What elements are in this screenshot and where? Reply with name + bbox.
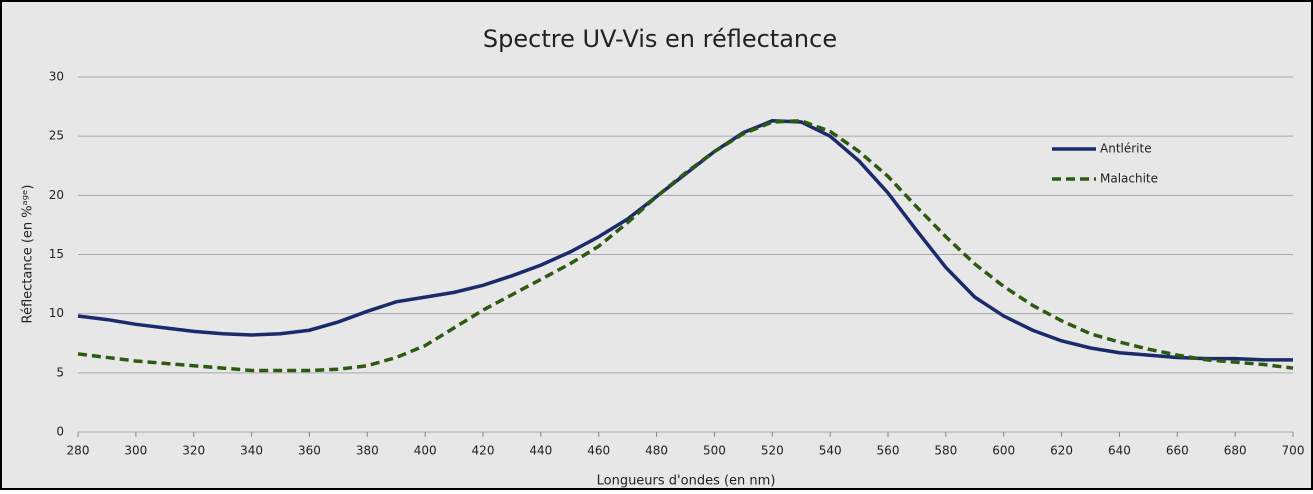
x-tick-label: 580 bbox=[934, 444, 957, 458]
y-tick-label: 25 bbox=[49, 129, 64, 143]
y-tick-label: 30 bbox=[49, 70, 64, 84]
x-tick-label: 560 bbox=[877, 444, 900, 458]
legend-label: Malachite bbox=[1100, 172, 1158, 186]
x-tick-label: 440 bbox=[529, 444, 552, 458]
x-tick-label: 420 bbox=[472, 444, 495, 458]
y-tick-label: 20 bbox=[49, 188, 64, 202]
x-tick-label: 660 bbox=[1166, 444, 1189, 458]
x-tick-label: 360 bbox=[298, 444, 321, 458]
y-tick-label: 5 bbox=[56, 365, 64, 379]
x-tick-label: 480 bbox=[645, 444, 668, 458]
x-axis-label: Longueurs d'ondes (en nm) bbox=[597, 474, 776, 489]
x-tick-label: 620 bbox=[1050, 444, 1073, 458]
legend-label: Antlérite bbox=[1100, 142, 1152, 156]
y-tick-label: 0 bbox=[56, 425, 64, 439]
x-tick-label: 680 bbox=[1224, 444, 1247, 458]
x-tick-label: 300 bbox=[124, 444, 147, 458]
x-tick-label: 520 bbox=[761, 444, 784, 458]
x-tick-label: 280 bbox=[67, 444, 90, 458]
x-tick-label: 340 bbox=[240, 444, 263, 458]
x-tick-label: 460 bbox=[587, 444, 610, 458]
chart-title: Spectre UV-Vis en réflectance bbox=[483, 25, 837, 53]
y-axis-label: Réflectance (en %ᵃᵍᵉ) bbox=[21, 184, 36, 323]
data-line bbox=[77, 119, 1294, 373]
x-tick-label: 320 bbox=[182, 444, 205, 458]
x-tick-label: 640 bbox=[1108, 444, 1131, 458]
x-tick-label: 600 bbox=[992, 444, 1015, 458]
x-tick-label: 540 bbox=[819, 444, 842, 458]
x-tick-label: 400 bbox=[414, 444, 437, 458]
x-tick-label: 500 bbox=[703, 444, 726, 458]
y-tick-label: 15 bbox=[49, 247, 64, 261]
x-tick-label: 380 bbox=[356, 444, 379, 458]
y-tick-label: 10 bbox=[49, 306, 64, 320]
x-tick-label: 700 bbox=[1282, 444, 1305, 458]
